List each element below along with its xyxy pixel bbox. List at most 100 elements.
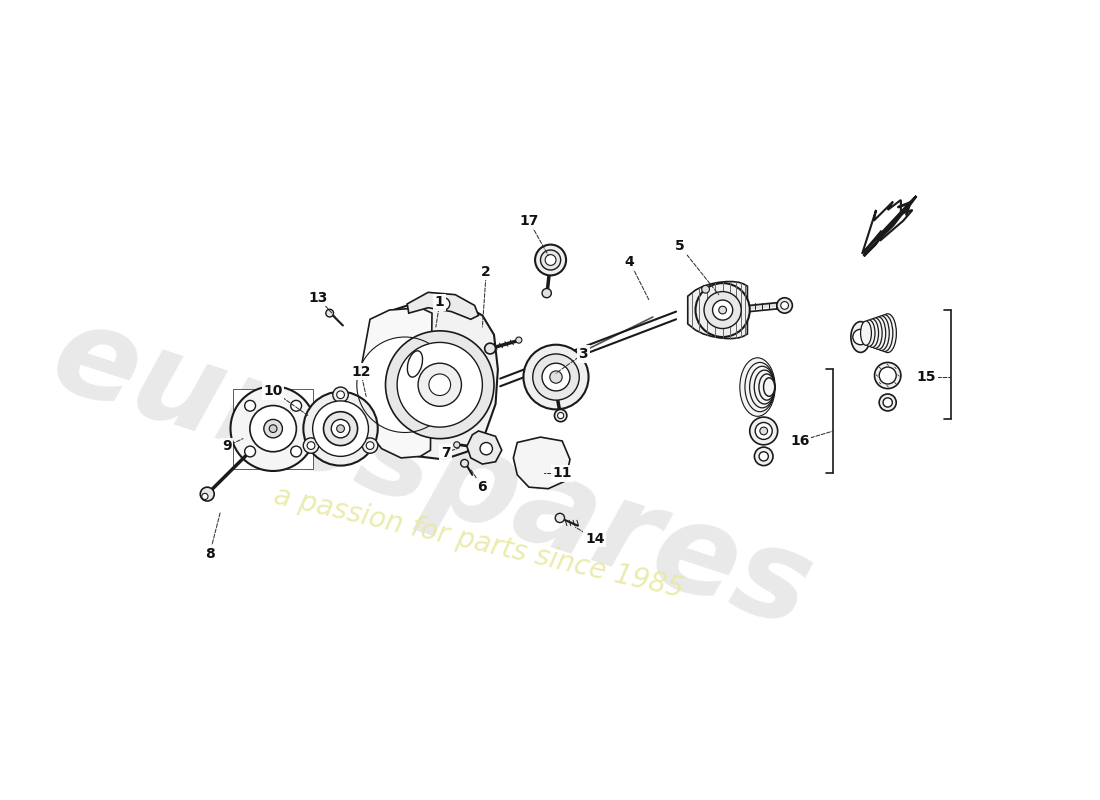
Text: 5: 5 [675,239,685,253]
Polygon shape [233,389,314,469]
Text: 11: 11 [552,466,572,480]
Ellipse shape [763,378,774,396]
Ellipse shape [864,320,874,346]
Text: 2: 2 [482,265,491,278]
Circle shape [337,425,344,433]
Circle shape [290,446,301,457]
Circle shape [307,442,315,450]
Circle shape [524,345,589,410]
Circle shape [323,412,358,446]
Ellipse shape [740,358,776,416]
Text: 7: 7 [441,446,451,459]
Circle shape [542,363,570,391]
Circle shape [438,298,450,310]
Circle shape [200,487,214,501]
Circle shape [704,291,741,329]
Circle shape [429,374,451,395]
Circle shape [231,386,316,471]
Circle shape [385,331,494,438]
Circle shape [755,447,773,466]
Circle shape [356,337,453,433]
Circle shape [718,306,726,314]
Circle shape [362,438,377,454]
Text: eurospares: eurospares [37,294,826,653]
Polygon shape [862,200,913,254]
Circle shape [542,289,551,298]
Text: a passion for parts since 1985: a passion for parts since 1985 [271,482,686,603]
Text: 1: 1 [434,295,444,310]
Polygon shape [361,308,432,458]
Text: 6: 6 [477,480,487,494]
Ellipse shape [879,314,896,353]
Circle shape [397,342,483,427]
Circle shape [883,398,892,407]
Circle shape [264,419,283,438]
Polygon shape [466,431,502,464]
Circle shape [326,310,333,317]
Circle shape [250,406,296,452]
Polygon shape [379,300,498,459]
Text: 15: 15 [916,370,936,384]
Circle shape [695,283,750,337]
Circle shape [516,337,521,343]
Circle shape [760,427,768,435]
Ellipse shape [860,321,871,346]
Polygon shape [688,282,747,338]
Circle shape [461,459,469,467]
Circle shape [532,354,580,400]
Circle shape [366,442,374,450]
Circle shape [312,401,368,456]
Circle shape [290,400,301,411]
Ellipse shape [749,366,774,408]
Text: 4: 4 [625,254,635,269]
Ellipse shape [759,374,774,400]
Text: 9: 9 [222,439,231,454]
Circle shape [333,387,349,402]
Ellipse shape [877,314,893,351]
Circle shape [201,494,208,499]
Text: 17: 17 [519,214,539,228]
Circle shape [759,452,768,461]
Circle shape [418,363,462,406]
Circle shape [550,371,562,383]
Circle shape [874,362,901,389]
Circle shape [852,330,868,345]
Text: 8: 8 [205,547,214,561]
Circle shape [756,422,772,439]
Ellipse shape [869,318,882,349]
Polygon shape [864,196,916,256]
Ellipse shape [851,322,870,353]
Circle shape [540,250,561,270]
Circle shape [879,367,896,384]
Circle shape [702,286,710,293]
Circle shape [485,343,495,354]
Circle shape [304,392,377,466]
Text: 16: 16 [791,434,810,448]
Circle shape [270,425,277,433]
Circle shape [554,410,566,422]
Circle shape [480,442,493,455]
Text: 14: 14 [585,532,605,546]
Circle shape [556,514,564,522]
Ellipse shape [871,317,886,350]
Text: 13: 13 [308,290,328,305]
Circle shape [750,417,778,445]
Circle shape [535,245,566,275]
Text: 12: 12 [351,365,371,378]
Circle shape [337,391,344,398]
Ellipse shape [745,362,774,412]
Circle shape [304,438,319,454]
Circle shape [453,442,460,448]
Ellipse shape [866,319,879,347]
Circle shape [331,419,350,438]
Circle shape [781,302,789,310]
Circle shape [777,298,792,313]
Circle shape [558,413,564,418]
Polygon shape [407,292,478,319]
Ellipse shape [873,316,889,350]
Text: 10: 10 [263,384,283,398]
Circle shape [244,400,255,411]
Polygon shape [514,437,570,489]
Circle shape [879,394,896,411]
Ellipse shape [407,351,422,377]
